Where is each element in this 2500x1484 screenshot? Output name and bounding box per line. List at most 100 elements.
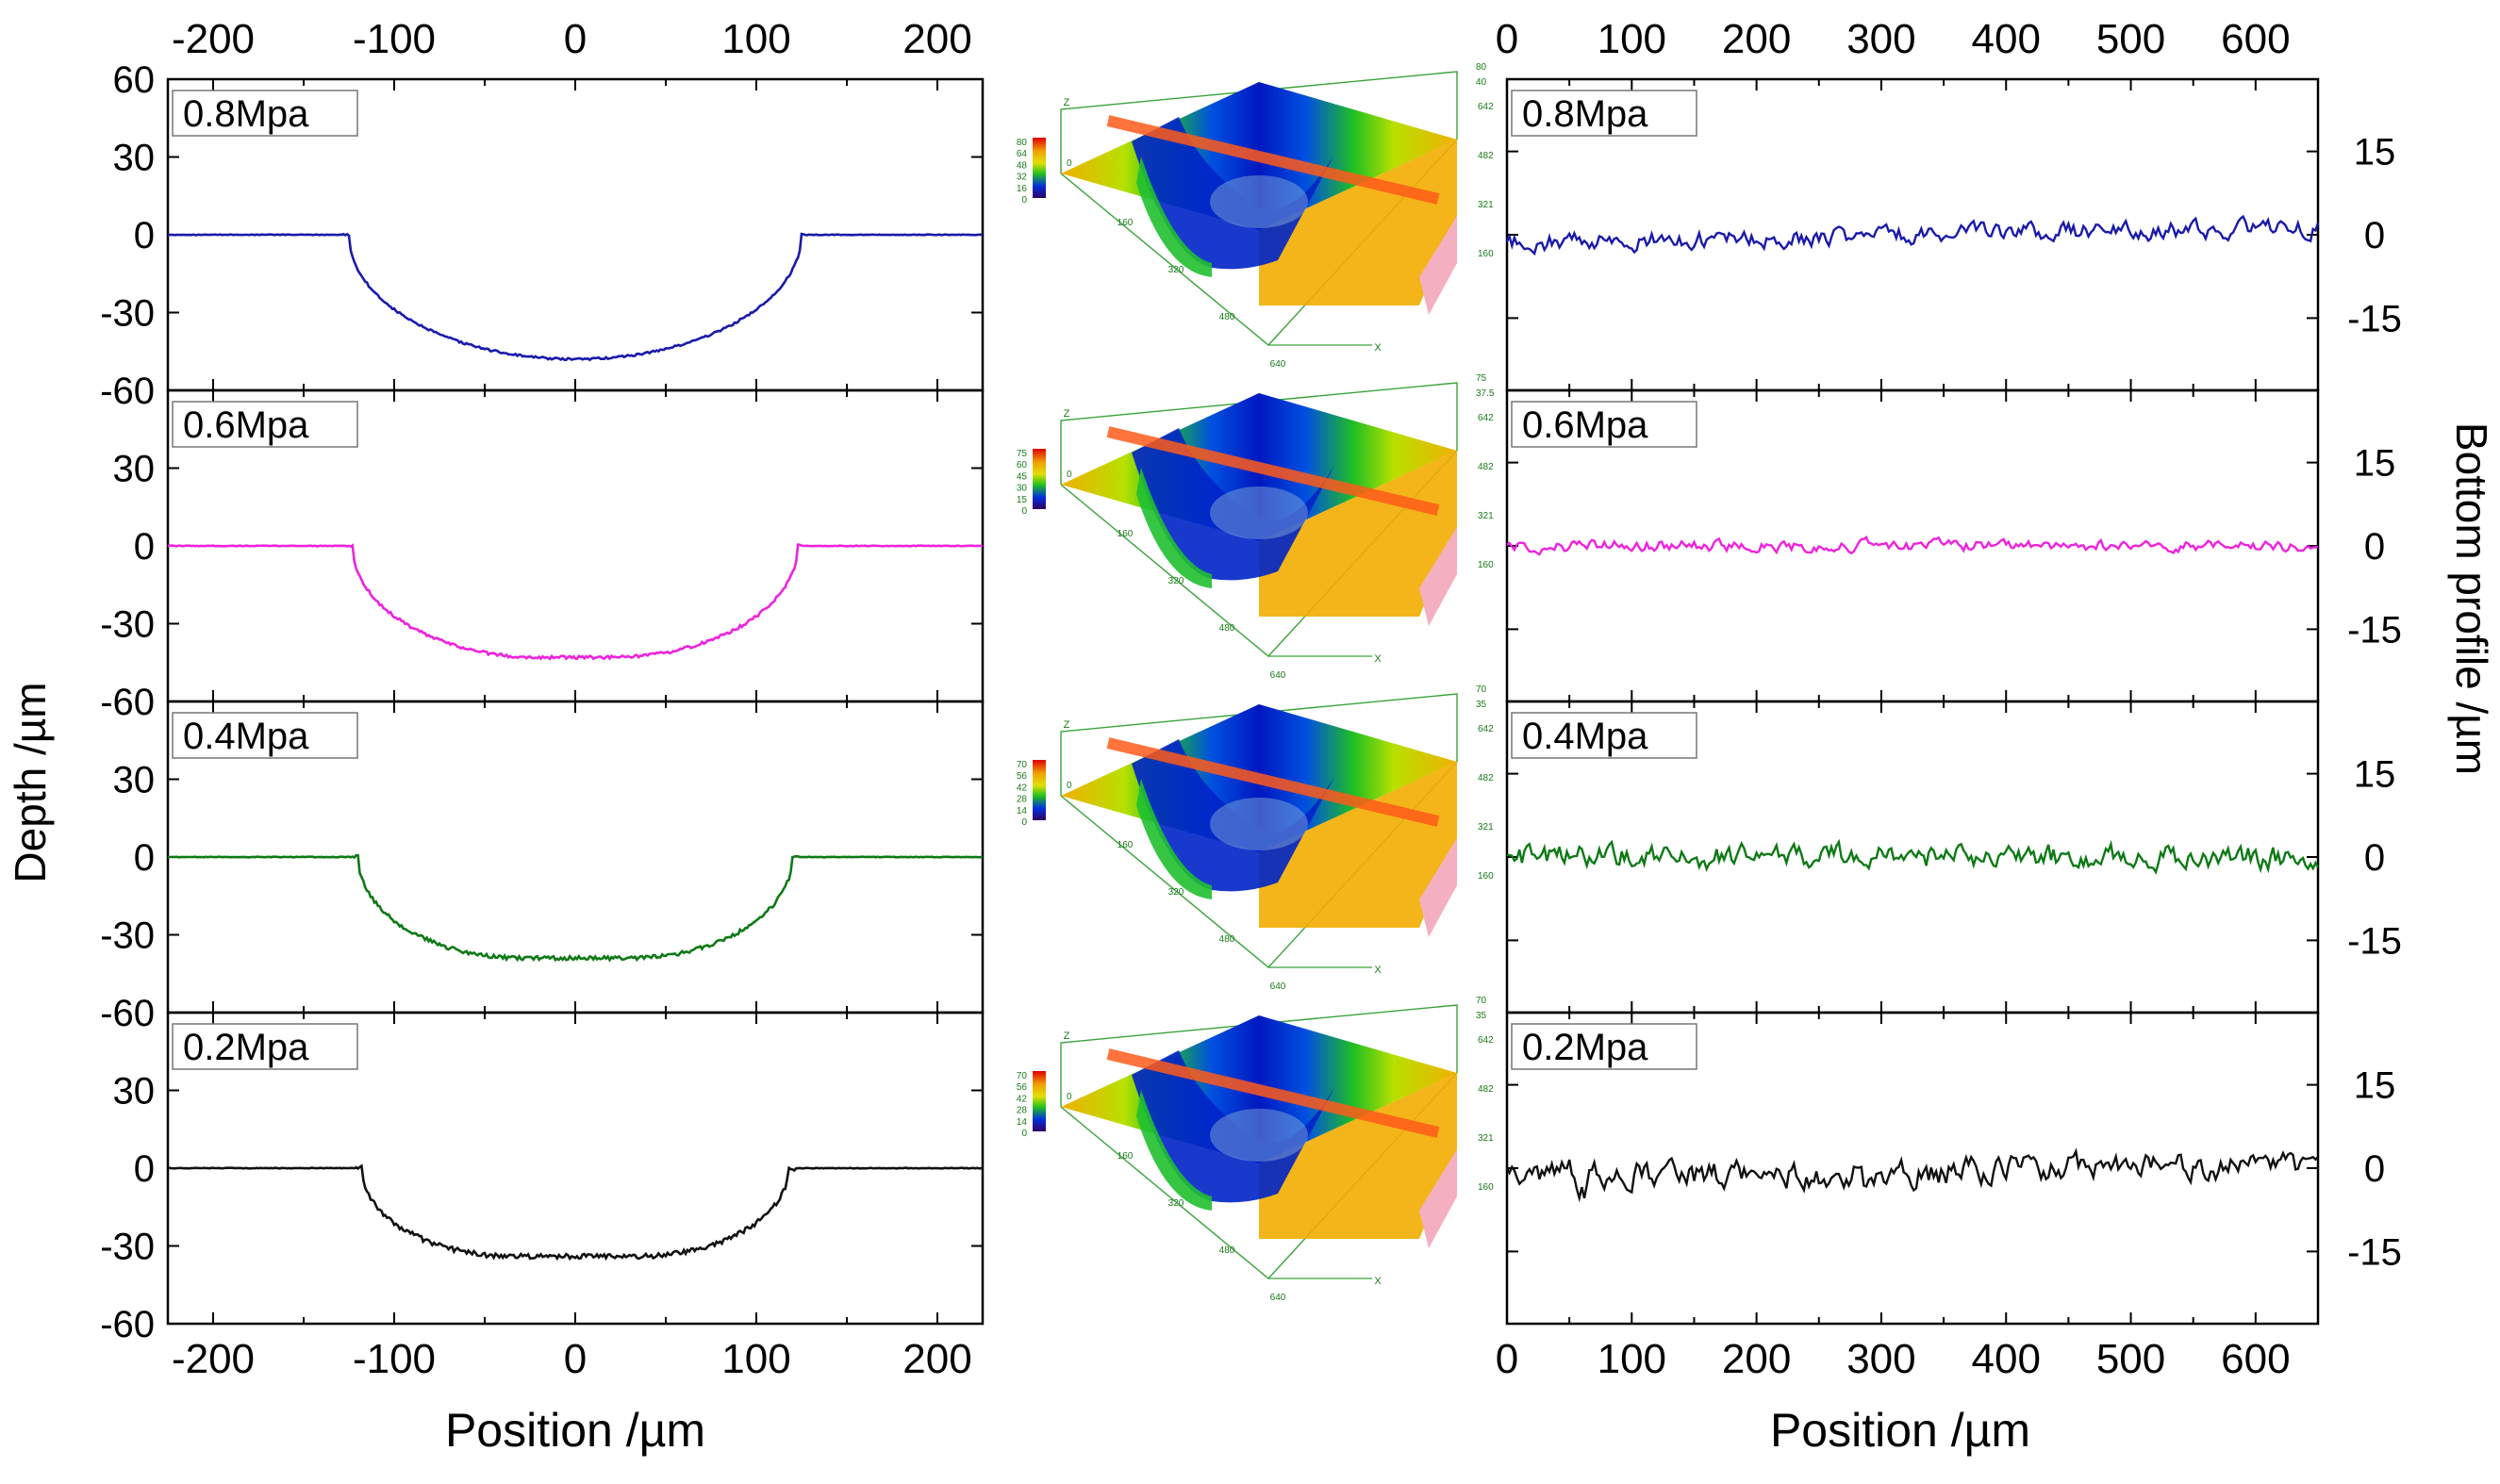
depth-profile-line [167,853,984,963]
sample-overlay [1210,1109,1308,1162]
groove-wall [1136,1090,1212,1211]
surface-map-2: 70564228140Z0703564248232116016032048064… [1017,684,1494,992]
section-face [1419,216,1457,315]
x-tick-label-top: 600 [2221,16,2290,62]
colorbar-tick-label: 0 [1021,1129,1027,1139]
y-tick-label: 482 [1478,462,1494,472]
profile-line [1106,426,1440,516]
right-bottom-plots: -15 0 15 0.8Mpa -15 0 15 0.6Mpa -15 0 15 0.4Mpa -15 0… [1496,16,2402,1382]
depth-panel-2: -60 -30 0 30 0.4Mpa [100,700,985,1034]
y-tick-label: 30 [113,138,156,179]
x-tick-label-top: 100 [1598,16,1666,62]
y-tick-label: -15 [2347,1231,2402,1273]
left-y-axis-label: Depth /µm [6,682,55,882]
y-tick-label: 160 [1478,560,1494,570]
bottom-panel-0: -15 0 15 0.8Mpa [1505,77,2402,392]
bottom-panel-3: -15 0 15 0.2Mpa [1505,1011,2402,1326]
colorbar-tick-label: 15 [1017,495,1028,505]
y-tick-label: -15 [2347,298,2402,339]
sample-overlay [1210,175,1308,228]
surface-plateau [1259,762,1457,928]
bottom-profile-line [1506,838,2320,875]
depth-panel-0: -60 -30 0 30 60 0.8Mpa [100,59,985,412]
y-tick-label: 15 [2354,443,2396,485]
y-tick-label: 160 [1478,1182,1494,1193]
colorbar-tick-label: 28 [1017,795,1028,805]
pressure-label-box [1511,90,1697,137]
y-tick-label: -60 [100,993,155,1034]
section-face [1419,838,1457,937]
pressure-label-box [172,1023,358,1070]
z-tick-label: 35 [1476,700,1487,710]
colorbar-tick-label: 0 [1021,506,1027,517]
pressure-label-box [1511,401,1697,448]
colorbar-tick-label: 16 [1017,184,1028,194]
surface-plateau [1259,451,1457,617]
y-tick-label: 482 [1478,1084,1494,1095]
x-tick-label-top: 0 [1496,16,1518,62]
x-tick-label-top: -200 [172,16,255,62]
colorbar-tick-label: 42 [1017,783,1028,793]
groove-wall [1132,117,1334,270]
groove-wall [1132,1050,1334,1203]
x-tick-label: 480 [1219,312,1235,322]
pressure-label: 0.2Mpa [1522,1027,1648,1068]
x-tick-label: 160 [1118,1151,1134,1162]
y-tick-label: -30 [100,1227,155,1268]
y-tick-label: 0 [134,837,155,879]
sample-overlay [1210,798,1308,850]
depth-panel-3: -60 -30 0 30 0.2Mpa [100,1011,985,1345]
x-tick-label-bottom: 100 [1598,1336,1666,1382]
x-tick-label-bottom: 500 [2096,1336,2165,1382]
y-tick-label: 160 [1478,249,1494,259]
x-tick-label-top: 500 [2096,16,2165,62]
pressure-label: 0.8Mpa [1522,93,1648,135]
section-face [1419,527,1457,626]
surface-map-1: 75604530150Z07537.5642482321160160320480… [1017,373,1495,681]
x-tick-label-bottom: 600 [2221,1336,2290,1382]
z-axis-letter: Z [1064,719,1070,731]
x-tick-label-bottom: 0 [564,1336,587,1382]
surface-maps: 80644832160Z0804064248232116016032048064… [1017,62,1495,1303]
x-tick-label: 320 [1168,1198,1184,1209]
z-axis-letter: Z [1064,1031,1070,1042]
x-tick-label: 160 [1118,529,1134,539]
y-tick-label: 642 [1478,1035,1494,1046]
surface-map-3: 70564228140Z0703564248232116016032048064… [1017,996,1494,1303]
x-tick-label: 320 [1168,576,1184,586]
pressure-label: 0.6Mpa [1522,404,1648,446]
y-tick-label: -30 [100,604,155,646]
depth-profile-line [167,543,984,661]
z-tick-label: 37.5 [1476,388,1495,399]
colorbar [1033,760,1046,820]
x-tick-label: 480 [1219,934,1235,945]
y-tick-label: 321 [1478,822,1494,833]
x-tick-label-top: 0 [564,16,587,62]
surface-plateau [1259,1073,1457,1239]
y-tick-label: 0 [2364,1148,2385,1190]
x-tick-label: 640 [1270,1293,1286,1303]
x-tick-label-bottom: 200 [902,1336,971,1382]
colorbar [1033,449,1046,509]
colorbar-tick-label: 80 [1017,138,1028,148]
colorbar [1033,138,1046,198]
bottom-panel-2: -15 0 15 0.4Mpa [1505,700,2402,1014]
z-tick-label: 40 [1476,77,1487,88]
left-x-axis-label: Position /µm [445,1404,705,1457]
pressure-label: 0.2Mpa [183,1027,309,1068]
profile-line [1106,1048,1440,1138]
pressure-label: 0.6Mpa [183,404,309,446]
y-tick-label: 321 [1478,1133,1494,1144]
x-tick-label: 480 [1219,623,1235,634]
z-tick-label: 70 [1476,996,1487,1006]
colorbar [1033,1071,1046,1131]
colorbar-tick-label: 0 [1021,817,1027,828]
right-x-axis-label: Position /µm [1770,1404,2030,1457]
pressure-label-box [1511,712,1697,759]
depth-panel-1: -60 -30 0 30 0.6Mpa [100,388,985,723]
bottom-profile-line [1506,536,2319,556]
y-tick-label: -60 [100,1304,155,1345]
depth-profile-line [167,232,984,362]
bottom-panel-1: -15 0 15 0.6Mpa [1505,388,2402,703]
